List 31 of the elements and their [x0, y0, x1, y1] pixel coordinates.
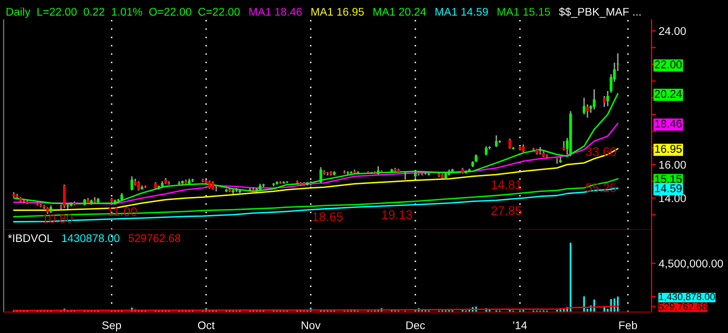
chart-title: Daily L=22.00 0.22 1.01% O=22.00 C=22.00 [6, 8, 240, 18]
annotation: 18.65 [312, 212, 343, 222]
text: MA1 18.46 [249, 8, 302, 16]
text: MA1 15.15 [498, 8, 550, 16]
x-tick-label: Oct [198, 321, 215, 330]
text: 529762.68 [128, 234, 180, 242]
annotation: 19.13 [382, 210, 412, 220]
text: MA1 14.59 [436, 8, 488, 16]
annotation: 14.81 [492, 180, 522, 190]
chart-subtitle: $$_PBK_MAF ... [558, 7, 641, 18]
text: MA1 20.24 [374, 8, 426, 16]
x-tick-label: Sep [102, 321, 122, 332]
text: MA1 16.95 [311, 8, 364, 16]
y-tick-label: 24.00 [659, 27, 686, 35]
annotation: 27.85 [491, 206, 522, 216]
y-tick-label: 1,430,878.00 [659, 293, 715, 302]
y2-tick-label: 18.46 [655, 120, 682, 128]
y-tick-label: 529,762.68 [658, 303, 707, 312]
x-tick-label: Nov [302, 321, 321, 330]
text: 1430878.00 [62, 234, 120, 242]
y-tick-label: 4,500,000.00 [658, 260, 723, 269]
chart-title: *IBDVOL [8, 234, 53, 242]
y2-tick-label: 15.15 [655, 175, 682, 183]
y2-tick-label: 16.95 [655, 144, 682, 153]
y-tick-label: 16.00 [659, 160, 686, 169]
x-tick-label: Dec [406, 321, 425, 330]
y2-tick-label: 22.00 [654, 60, 682, 68]
x-tick-label: Feb [619, 321, 638, 330]
x-tick-label: '14 [513, 321, 527, 330]
y2-tick-label: 14.59 [655, 184, 682, 192]
y2-tick-label: 20.24 [654, 90, 682, 98]
